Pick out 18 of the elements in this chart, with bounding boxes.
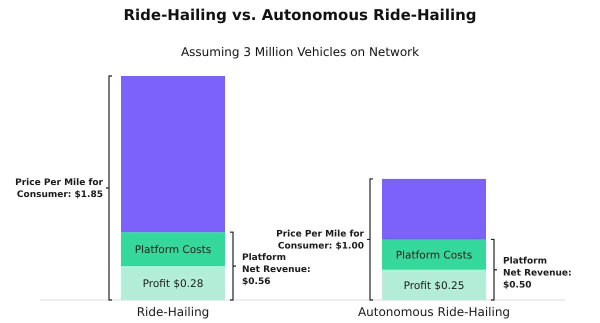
series-label: Platform Costs (396, 250, 472, 262)
annotation: Price Per Mile for Consumer: $1.85 (15, 178, 104, 200)
annotation: Platform Net Revenue: $0.56 (242, 253, 311, 288)
chart-subtitle: Assuming 3 Million Vehicles on Network (180, 45, 420, 59)
annotation: Price Per Mile for Consumer: $1.00 (276, 229, 365, 252)
x-tick-label: Ride-Hailing (136, 305, 210, 319)
bar (382, 239, 486, 270)
bar (382, 178, 486, 240)
x-tick-label: Autonomous Ride-Hailing (358, 305, 510, 319)
annotation: Platform Net Revenue: $0.50 (503, 256, 572, 291)
bar (121, 76, 225, 232)
data-label: Profit $0.25 (404, 280, 464, 292)
chart-title: Ride-Hailing vs. Autonomous Ride-Hailing (123, 6, 477, 24)
bar (121, 266, 225, 300)
text: Platform Costs (134, 244, 212, 256)
bar (382, 270, 486, 300)
bar (121, 232, 225, 266)
data-label: Profit $0.28 (142, 278, 204, 290)
